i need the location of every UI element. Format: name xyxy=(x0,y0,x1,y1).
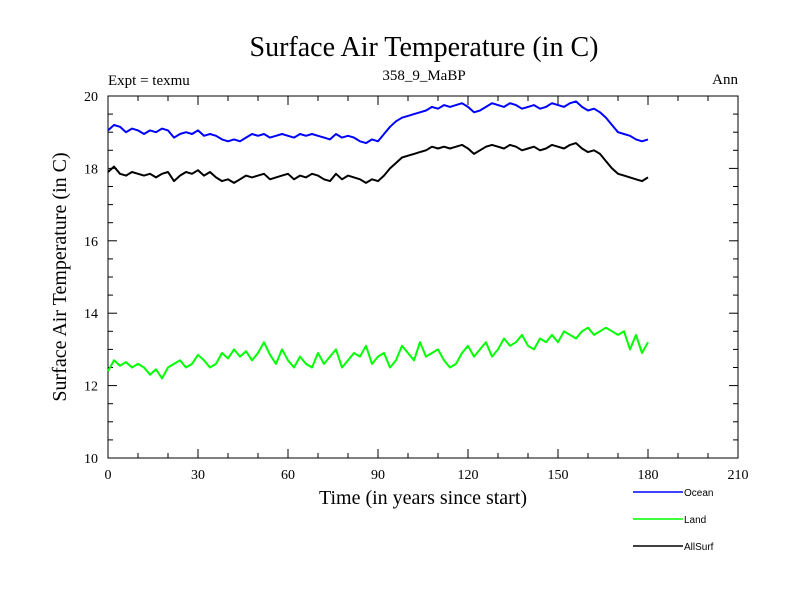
subtitle-right: Ann xyxy=(712,72,738,88)
x-tick-label: 90 xyxy=(371,468,385,483)
y-tick-label: 14 xyxy=(84,307,98,322)
y-tick-label: 18 xyxy=(84,162,98,177)
legend: Ocean Land AllSurf xyxy=(633,488,714,553)
legend-label-land: Land xyxy=(684,515,706,526)
y-tick-label: 20 xyxy=(84,90,98,105)
x-tick-label: 30 xyxy=(191,468,205,483)
x-tick-label: 180 xyxy=(638,468,659,483)
subtitle-left: Expt = texmu xyxy=(108,73,190,89)
x-tick-label: 210 xyxy=(728,468,749,483)
y-tick-label: 16 xyxy=(84,235,98,250)
series-line-allsurf xyxy=(107,142,649,184)
series-line-land xyxy=(107,326,649,380)
series-line-ocean xyxy=(107,100,649,145)
x-tick-label: 60 xyxy=(281,468,295,483)
x-tick-label: 0 xyxy=(105,468,112,483)
x-tick-label: 120 xyxy=(458,468,479,483)
x-axis-label: Time (in years since start) xyxy=(319,487,527,509)
legend-label-ocean: Ocean xyxy=(684,488,713,499)
subtitle-center: 358_9_MaBP xyxy=(382,68,465,84)
y-axis-label: Surface Air Temperature (in C) xyxy=(49,152,71,401)
chart-title: Surface Air Temperature (in C) xyxy=(250,32,599,63)
y-tick-label: 10 xyxy=(84,452,98,467)
y-tick-label: 12 xyxy=(84,380,98,395)
x-tick-label: 150 xyxy=(548,468,569,483)
legend-label-allsurf: AllSurf xyxy=(684,542,714,553)
